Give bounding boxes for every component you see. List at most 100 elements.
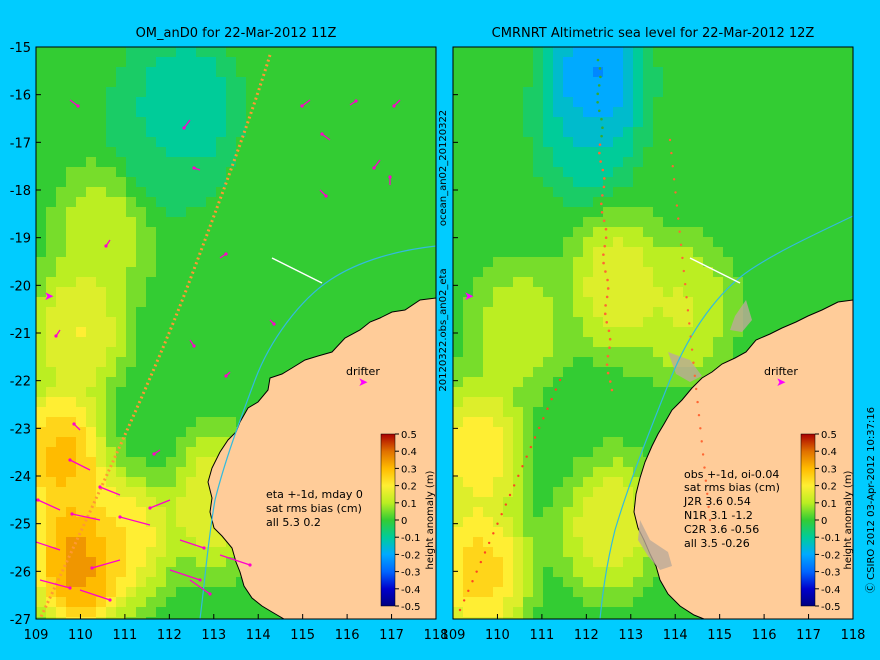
field-cell: [426, 237, 436, 248]
left-annotation-line-2: sat rms bias (cm): [266, 502, 362, 515]
field-cell: [483, 577, 494, 588]
field-cell: [713, 137, 724, 148]
field-cell: [166, 417, 177, 428]
field-cell: [493, 437, 504, 448]
field-cell: [356, 77, 367, 88]
field-cell: [453, 557, 464, 568]
field-cell: [76, 107, 87, 118]
field-cell: [316, 177, 327, 188]
field-cell: [96, 257, 107, 268]
field-cell: [256, 227, 267, 238]
field-cell: [823, 117, 834, 128]
field-cell: [76, 147, 87, 158]
field-cell: [46, 227, 57, 238]
field-cell: [216, 427, 227, 438]
field-cell: [76, 197, 87, 208]
field-cell: [513, 457, 524, 468]
field-cell: [256, 117, 267, 128]
field-cell: [553, 417, 564, 428]
field-cell: [583, 467, 594, 478]
obs-point: [471, 580, 474, 583]
field-cell: [246, 607, 257, 618]
field-cell: [513, 577, 524, 588]
field-cell: [416, 47, 427, 58]
field-cell: [643, 217, 654, 228]
field-cell: [426, 187, 436, 198]
field-cell: [783, 217, 794, 228]
field-cell: [473, 537, 484, 548]
field-cell: [266, 137, 277, 148]
field-cell: [533, 287, 544, 298]
field-cell: [663, 77, 674, 88]
field-cell: [643, 97, 654, 108]
field-cell: [286, 67, 297, 78]
field-cell: [246, 347, 257, 358]
field-cell: [513, 447, 524, 458]
field-cell: [116, 297, 127, 308]
field-cell: [36, 207, 47, 218]
field-cell: [206, 397, 217, 408]
field-cell: [216, 557, 227, 568]
field-cell: [286, 337, 297, 348]
field-cell: [336, 237, 347, 248]
field-cell: [533, 517, 544, 528]
field-cell: [316, 137, 327, 148]
field-cell: [613, 177, 624, 188]
field-cell: [376, 307, 387, 318]
field-cell: [196, 127, 207, 138]
field-cell: [573, 347, 584, 358]
x-tick-label: 111: [112, 628, 137, 643]
field-cell: [106, 107, 117, 118]
field-cell: [66, 397, 77, 408]
field-cell: [96, 617, 107, 619]
field-cell: [176, 97, 187, 108]
field-cell: [453, 587, 464, 598]
field-cell: [623, 237, 634, 248]
field-cell: [553, 317, 564, 328]
field-cell: [56, 567, 67, 578]
field-cell: [306, 67, 317, 78]
field-cell: [76, 177, 87, 188]
field-cell: [196, 577, 207, 588]
field-cell: [346, 297, 357, 308]
field-cell: [46, 487, 57, 498]
field-cell: [763, 317, 774, 328]
field-cell: [743, 327, 754, 338]
field-cell: [306, 147, 317, 158]
field-cell: [276, 287, 287, 298]
field-cell: [803, 127, 814, 138]
field-cell: [453, 387, 464, 398]
field-cell: [126, 287, 137, 298]
field-cell: [306, 347, 317, 358]
field-cell: [753, 307, 764, 318]
field-cell: [136, 307, 147, 318]
field-cell: [453, 427, 464, 438]
field-cell: [473, 417, 484, 428]
field-cell: [416, 117, 427, 128]
field-cell: [833, 197, 844, 208]
field-cell: [563, 227, 574, 238]
field-cell: [553, 457, 564, 468]
field-cell: [126, 307, 137, 318]
field-cell: [503, 137, 514, 148]
field-cell: [116, 137, 127, 148]
field-cell: [76, 57, 87, 68]
field-cell: [156, 147, 167, 158]
field-cell: [543, 607, 554, 618]
field-cell: [723, 327, 734, 338]
field-cell: [336, 207, 347, 218]
x-tick-label: 109: [441, 628, 466, 643]
field-cell: [196, 547, 207, 558]
field-cell: [96, 177, 107, 188]
field-cell: [46, 277, 57, 288]
field-cell: [96, 47, 107, 58]
field-cell: [166, 357, 177, 368]
field-cell: [346, 237, 357, 248]
field-cell: [66, 527, 77, 538]
field-cell: [483, 527, 494, 538]
field-cell: [296, 307, 307, 318]
field-cell: [843, 167, 853, 178]
field-cell: [46, 97, 57, 108]
field-cell: [206, 137, 217, 148]
field-cell: [483, 57, 494, 68]
